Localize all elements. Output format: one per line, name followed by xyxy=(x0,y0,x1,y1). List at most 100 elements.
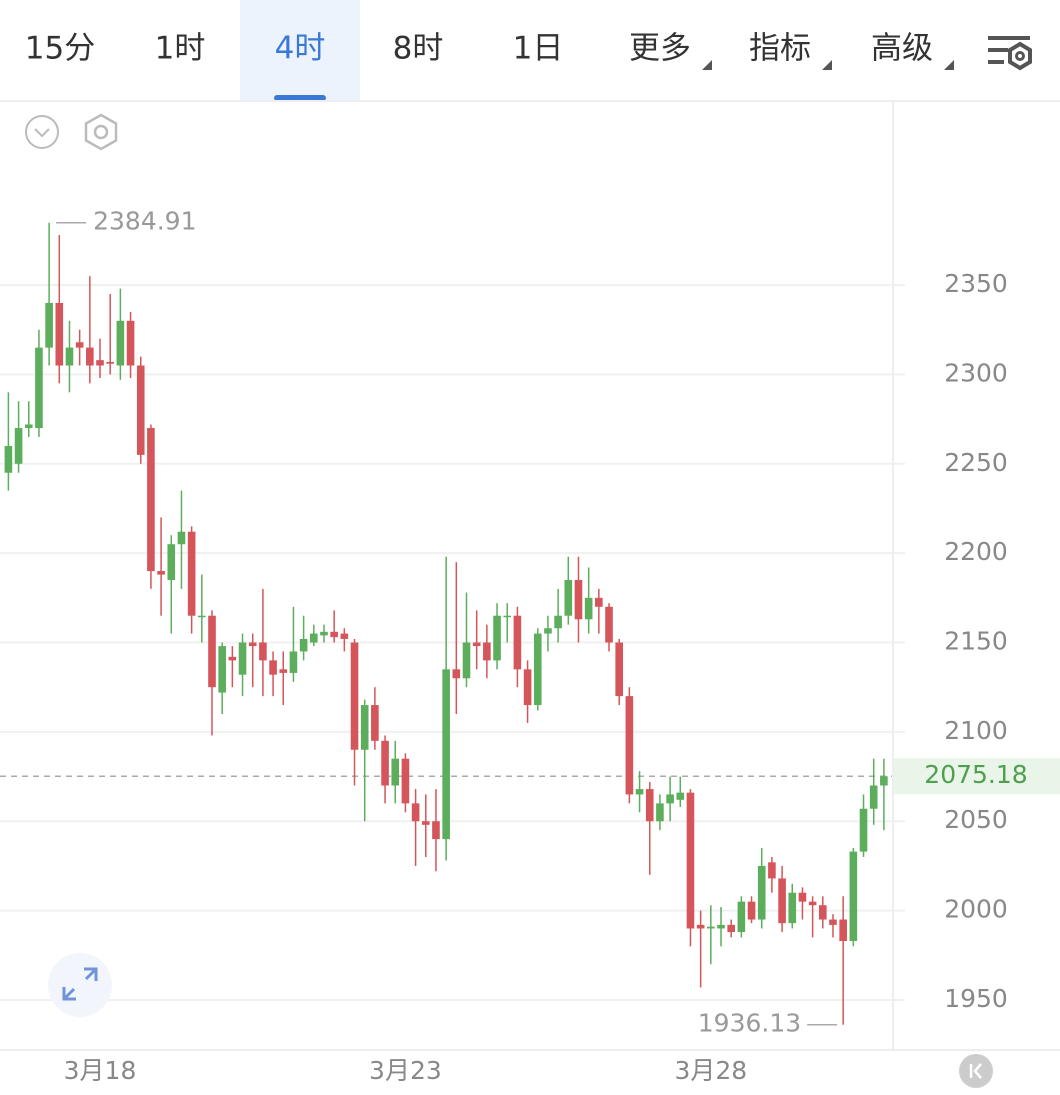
candle xyxy=(880,758,888,831)
candle-body xyxy=(259,642,267,661)
candle xyxy=(310,624,318,647)
candle xyxy=(676,776,685,807)
tab[interactable]: 1时 xyxy=(155,31,206,67)
candle-body xyxy=(96,360,104,366)
candle xyxy=(432,789,440,872)
candle-body xyxy=(483,642,491,661)
candle-body xyxy=(126,320,135,366)
candle-body xyxy=(472,642,481,647)
candle-body xyxy=(167,544,176,580)
candle-body xyxy=(269,660,277,675)
candle-body xyxy=(55,302,64,366)
candle-body xyxy=(503,615,512,618)
candle xyxy=(615,638,623,706)
collapse-button[interactable] xyxy=(25,115,59,149)
y-tick-label: 2200 xyxy=(944,537,1008,566)
candle xyxy=(819,896,827,929)
candle-body xyxy=(727,924,735,933)
tab[interactable]: 4时 xyxy=(240,0,360,101)
candle xyxy=(483,624,491,679)
fullscreen-button[interactable] xyxy=(48,953,112,1017)
candle-body xyxy=(849,851,858,941)
last-price-label: 2075.18 xyxy=(924,760,1027,789)
tab-bar: 15分 1时 4时 8时 1日 更多 指标 高级 xyxy=(25,0,954,101)
y-tick-label: 2150 xyxy=(944,627,1008,656)
candle-body xyxy=(839,919,847,941)
candle xyxy=(696,910,705,988)
tab-label: 15分 xyxy=(25,31,95,67)
candle-body xyxy=(452,669,461,679)
candle-body xyxy=(320,631,328,636)
tab[interactable]: 更多 xyxy=(629,31,712,71)
candle-body xyxy=(45,302,53,348)
candle xyxy=(299,615,308,661)
candle-body xyxy=(299,638,308,652)
candle-body xyxy=(615,642,623,697)
settings-icon[interactable] xyxy=(988,36,1032,71)
candle xyxy=(340,628,349,652)
tab-label: 8时 xyxy=(393,31,444,67)
candle-body xyxy=(869,785,878,809)
candle xyxy=(788,883,797,929)
tab[interactable]: 高级 xyxy=(871,31,954,71)
candle-body xyxy=(595,597,603,607)
candle xyxy=(421,794,430,857)
candle xyxy=(96,338,104,379)
tab[interactable]: 8时 xyxy=(393,31,444,67)
settings-button[interactable] xyxy=(84,113,118,151)
candle-body xyxy=(421,821,430,825)
candle xyxy=(269,651,277,697)
tab-label: 1日 xyxy=(513,31,564,67)
scroll-end-button[interactable] xyxy=(959,1054,993,1088)
candle xyxy=(859,794,868,857)
candle xyxy=(330,610,338,643)
tab[interactable]: 指标 xyxy=(749,31,832,71)
candle-body xyxy=(432,821,440,840)
candle-body xyxy=(574,579,583,620)
candle-body xyxy=(859,808,868,852)
candle xyxy=(259,588,267,697)
candle-body xyxy=(768,862,776,879)
tab-label: 更多 xyxy=(629,31,691,67)
candle-body xyxy=(747,901,756,920)
candle xyxy=(208,610,216,736)
candle-body xyxy=(656,803,664,822)
candle-body xyxy=(605,606,613,643)
candle-body xyxy=(147,428,155,572)
candle xyxy=(666,776,674,822)
candle-body xyxy=(442,669,450,840)
candle xyxy=(14,401,23,473)
candle xyxy=(462,592,471,688)
candle xyxy=(635,771,644,813)
candle xyxy=(45,222,53,366)
y-tick-label: 2100 xyxy=(944,716,1008,745)
candle-body xyxy=(584,597,593,620)
candle-body xyxy=(238,642,247,675)
tab[interactable]: 1日 xyxy=(513,31,564,67)
candle-body xyxy=(116,320,125,366)
candle xyxy=(86,276,94,384)
candle-body xyxy=(360,705,369,750)
candle xyxy=(849,848,858,947)
candle-body xyxy=(310,633,318,643)
candle-body xyxy=(523,669,532,706)
candle xyxy=(798,887,807,920)
tab-label: 1时 xyxy=(155,31,206,67)
candle xyxy=(839,896,847,1025)
plot-area: 1950 2000 2050 2100 2150 2200 2250 2300 2350 3月18… xyxy=(0,207,1060,1085)
tab-label: 高级 xyxy=(871,31,933,67)
candle xyxy=(533,628,542,711)
y-tick-label: 2300 xyxy=(944,358,1008,387)
candle-body xyxy=(798,892,807,902)
candle xyxy=(513,606,522,688)
candle-body xyxy=(564,579,573,616)
candle xyxy=(625,687,634,804)
candle-body xyxy=(35,347,43,429)
tab[interactable]: 15分 xyxy=(25,31,95,67)
last-price-box xyxy=(894,758,1060,795)
candle-body xyxy=(157,571,165,575)
candle xyxy=(248,633,257,688)
candle xyxy=(228,646,237,688)
candle xyxy=(24,401,33,437)
min-label: 1936.13 xyxy=(698,1009,801,1038)
